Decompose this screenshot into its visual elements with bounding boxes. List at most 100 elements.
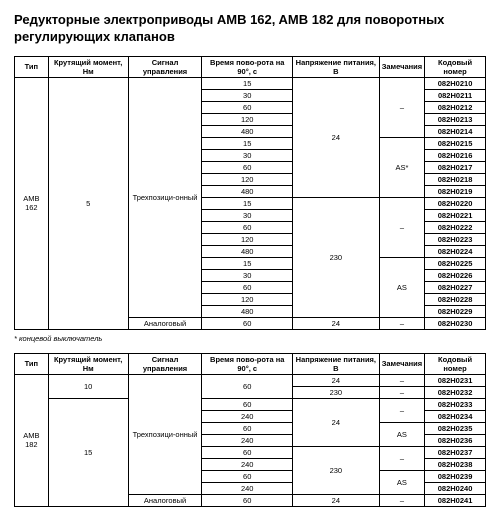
col-torque: Крутящий момент, Нм xyxy=(48,56,128,77)
cell-time: 30 xyxy=(202,269,293,281)
page-title: Редукторные электроприводы AMB 162, AMB … xyxy=(14,12,486,46)
col-time: Время пово-рота на 90°, с xyxy=(202,56,293,77)
cell-type: AMB 182 xyxy=(15,374,49,506)
table-amb162: Тип Крутящий момент, Нм Сигнал управлени… xyxy=(14,56,486,330)
col-code: Кодовый номер xyxy=(425,353,486,374)
cell-code: 082H0235 xyxy=(425,422,486,434)
cell-notes: AS xyxy=(379,422,424,446)
cell-time: 15 xyxy=(202,197,293,209)
cell-code: 082H0232 xyxy=(425,386,486,398)
cell-time: 240 xyxy=(202,410,293,422)
cell-code: 082H0218 xyxy=(425,173,486,185)
cell-code: 082H0231 xyxy=(425,374,486,386)
cell-voltage: 24 xyxy=(293,494,380,506)
col-torque: Крутящий момент, Нм xyxy=(48,353,128,374)
cell-time: 60 xyxy=(202,317,293,329)
cell-code: 082H0239 xyxy=(425,470,486,482)
cell-time: 120 xyxy=(202,293,293,305)
cell-voltage: 24 xyxy=(293,374,380,386)
cell-time: 60 xyxy=(202,398,293,410)
cell-notes: – xyxy=(379,317,424,329)
cell-code: 082H0219 xyxy=(425,185,486,197)
cell-time: 120 xyxy=(202,173,293,185)
cell-time: 480 xyxy=(202,245,293,257)
cell-code: 082H0237 xyxy=(425,446,486,458)
cell-code: 082H0236 xyxy=(425,434,486,446)
cell-code: 082H0217 xyxy=(425,161,486,173)
col-type: Тип xyxy=(15,56,49,77)
cell-code: 082H0238 xyxy=(425,458,486,470)
cell-notes: – xyxy=(379,494,424,506)
cell-time: 60 xyxy=(202,422,293,434)
cell-time: 15 xyxy=(202,257,293,269)
cell-signal: Трехпозици-онный xyxy=(128,374,202,494)
table-amb182: Тип Крутящий момент, Нм Сигнал управлени… xyxy=(14,353,486,507)
col-signal: Сигнал управления xyxy=(128,353,202,374)
cell-notes: – xyxy=(379,398,424,422)
cell-time: 60 xyxy=(202,221,293,233)
cell-time: 60 xyxy=(202,161,293,173)
cell-notes: – xyxy=(379,446,424,470)
cell-time: 60 xyxy=(202,470,293,482)
cell-code: 082H0241 xyxy=(425,494,486,506)
cell-code: 082H0240 xyxy=(425,482,486,494)
col-code: Кодовый номер xyxy=(425,56,486,77)
cell-signal: Трехпозици-онный xyxy=(128,77,202,317)
cell-code: 082H0220 xyxy=(425,197,486,209)
cell-voltage: 24 xyxy=(293,77,380,197)
cell-type: AMB 162 xyxy=(15,77,49,329)
cell-voltage: 230 xyxy=(293,197,380,317)
cell-time: 120 xyxy=(202,233,293,245)
col-notes: Замечания xyxy=(379,353,424,374)
cell-notes: – xyxy=(379,386,424,398)
cell-torque: 10 xyxy=(48,374,128,398)
cell-time: 15 xyxy=(202,77,293,89)
cell-time: 240 xyxy=(202,458,293,470)
cell-voltage: 24 xyxy=(293,317,380,329)
cell-time: 30 xyxy=(202,89,293,101)
cell-voltage: 24 xyxy=(293,398,380,446)
cell-notes: – xyxy=(379,77,424,137)
cell-time: 60 xyxy=(202,281,293,293)
cell-time: 240 xyxy=(202,482,293,494)
cell-notes: AS* xyxy=(379,137,424,197)
cell-signal: Аналоговый xyxy=(128,317,202,329)
cell-code: 082H0215 xyxy=(425,137,486,149)
cell-code: 082H0234 xyxy=(425,410,486,422)
cell-notes: AS xyxy=(379,257,424,317)
col-voltage: Напряжение питания, В xyxy=(293,56,380,77)
cell-code: 082H0212 xyxy=(425,101,486,113)
cell-signal: Аналоговый xyxy=(128,494,202,506)
cell-time: 60 xyxy=(202,101,293,113)
cell-code: 082H0224 xyxy=(425,245,486,257)
cell-torque: 15 xyxy=(48,398,128,506)
table-row: AMB 162 5 Трехпозици-онный 15 24 – 082H0… xyxy=(15,77,486,89)
cell-notes: – xyxy=(379,374,424,386)
table-row: 15 60 24 – 082H0233 xyxy=(15,398,486,410)
cell-code: 082H0228 xyxy=(425,293,486,305)
cell-code: 082H0223 xyxy=(425,233,486,245)
cell-time: 60 xyxy=(202,494,293,506)
cell-time: 15 xyxy=(202,137,293,149)
cell-time: 30 xyxy=(202,209,293,221)
col-voltage: Напряжение питания, В xyxy=(293,353,380,374)
cell-voltage: 230 xyxy=(293,386,380,398)
cell-time: 240 xyxy=(202,434,293,446)
cell-code: 082H0226 xyxy=(425,269,486,281)
cell-code: 082H0229 xyxy=(425,305,486,317)
col-notes: Замечания xyxy=(379,56,424,77)
cell-code: 082H0230 xyxy=(425,317,486,329)
col-time: Время пово-рота на 90°, с xyxy=(202,353,293,374)
cell-time: 480 xyxy=(202,305,293,317)
col-signal: Сигнал управления xyxy=(128,56,202,77)
cell-time: 480 xyxy=(202,185,293,197)
cell-voltage: 230 xyxy=(293,446,380,494)
cell-time: 120 xyxy=(202,113,293,125)
cell-code: 082H0227 xyxy=(425,281,486,293)
cell-code: 082H0222 xyxy=(425,221,486,233)
cell-code: 082H0213 xyxy=(425,113,486,125)
cell-notes: – xyxy=(379,197,424,257)
cell-torque: 5 xyxy=(48,77,128,329)
cell-code: 082H0221 xyxy=(425,209,486,221)
cell-time: 60 xyxy=(202,374,293,398)
